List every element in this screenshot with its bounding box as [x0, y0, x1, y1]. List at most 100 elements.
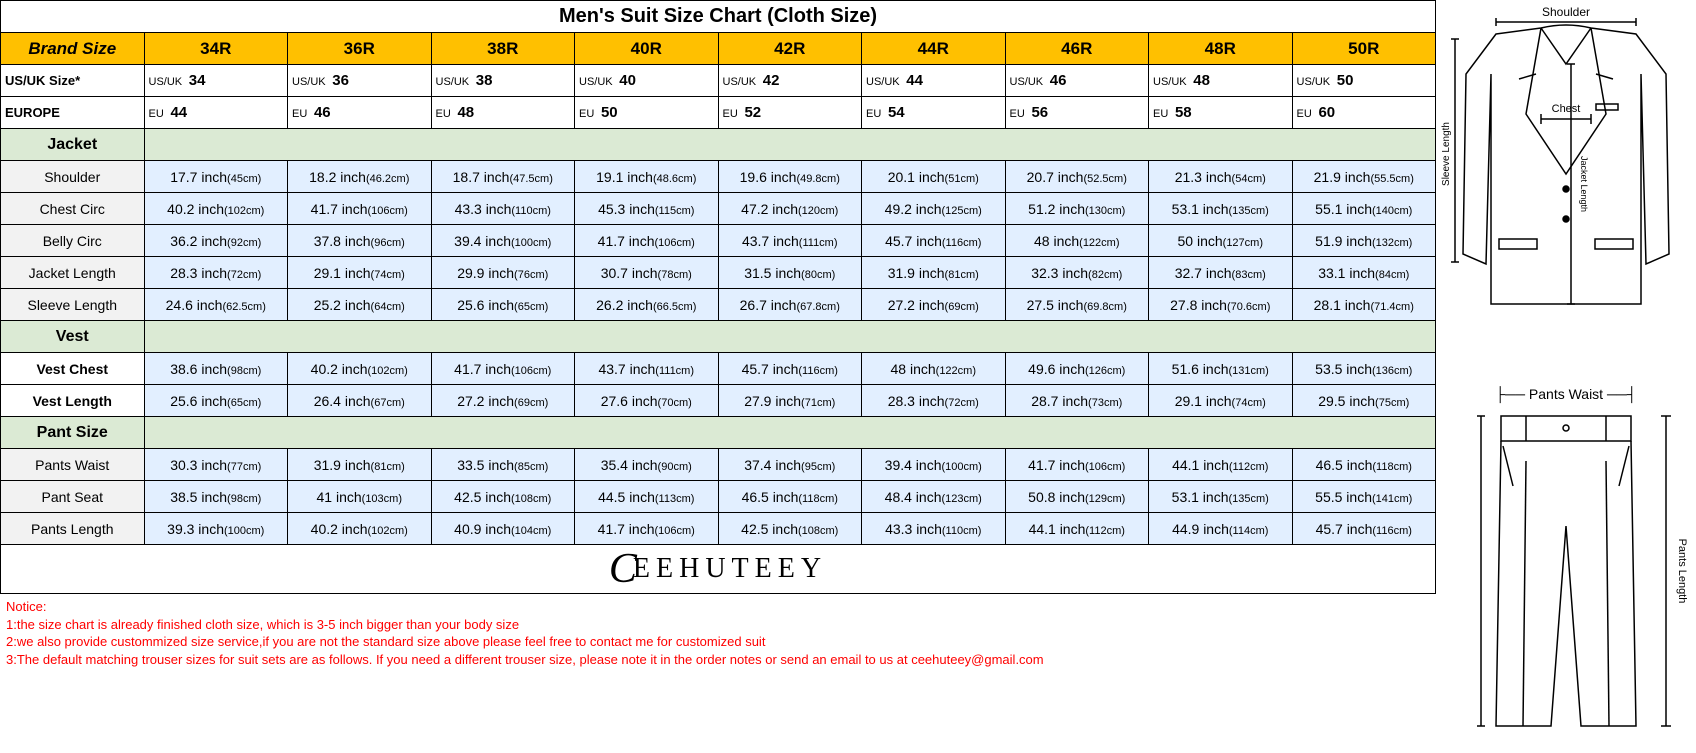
cell: US/UK 50	[1292, 65, 1436, 97]
cell: 38.6 inch(98cm)	[144, 353, 288, 385]
cell: 44R	[862, 33, 1006, 65]
row-label: Pants Length	[1, 513, 145, 545]
cell: 27.5 inch(69.8cm)	[1005, 289, 1149, 321]
measurement-row: Pant Seat38.5 inch(98cm)41 inch(103cm)42…	[1, 481, 1436, 513]
row-label: Shoulder	[1, 161, 145, 193]
cell: 44.5 inch(113cm)	[575, 481, 719, 513]
cell: 41.7 inch(106cm)	[575, 513, 719, 545]
cell: 27.2 inch(69cm)	[862, 289, 1006, 321]
measurement-row: Belly Circ36.2 inch(92cm)37.8 inch(96cm)…	[1, 225, 1436, 257]
cell: 29.5 inch(75cm)	[1292, 385, 1436, 417]
cell: 32.3 inch(82cm)	[1005, 257, 1149, 289]
cell: 48.4 inch(123cm)	[862, 481, 1006, 513]
cell: 45.7 inch(116cm)	[1292, 513, 1436, 545]
cell: 44.9 inch(114cm)	[1149, 513, 1293, 545]
cell: 53.5 inch(136cm)	[1292, 353, 1436, 385]
cell: 45.7 inch(116cm)	[718, 353, 862, 385]
cell: 48 inch(122cm)	[1005, 225, 1149, 257]
measurement-row: Pants Length39.3 inch(100cm)40.2 inch(10…	[1, 513, 1436, 545]
cell: 34R	[144, 33, 288, 65]
notice-line: 3:The default matching trouser sizes for…	[6, 651, 1430, 669]
cell: 50 inch(127cm)	[1149, 225, 1293, 257]
cell: 55.5 inch(141cm)	[1292, 481, 1436, 513]
cell: 29.1 inch(74cm)	[1149, 385, 1293, 417]
cell: 46R	[1005, 33, 1149, 65]
cell: 40.2 inch(102cm)	[288, 513, 432, 545]
notice-line: 1:the size chart is already finished clo…	[6, 616, 1430, 634]
cell: 27.6 inch(70cm)	[575, 385, 719, 417]
cell: 40.2 inch(102cm)	[144, 193, 288, 225]
cell: US/UK 38	[431, 65, 575, 97]
cell: 39.4 inch(100cm)	[862, 449, 1006, 481]
row-label: Belly Circ	[1, 225, 145, 257]
cell: 40R	[575, 33, 719, 65]
cell: EU 46	[288, 97, 432, 129]
cell: 41 inch(103cm)	[288, 481, 432, 513]
cell: EU 58	[1149, 97, 1293, 129]
cell: 27.9 inch(71cm)	[718, 385, 862, 417]
measurement-row: Pants Waist30.3 inch(77cm)31.9 inch(81cm…	[1, 449, 1436, 481]
cell: 41.7 inch(106cm)	[288, 193, 432, 225]
cell: 53.1 inch(135cm)	[1149, 481, 1293, 513]
cell: US/UK 44	[862, 65, 1006, 97]
svg-text:Sleeve Length: Sleeve Length	[1441, 122, 1452, 186]
cell: 40.2 inch(102cm)	[288, 353, 432, 385]
cell: 25.6 inch(65cm)	[144, 385, 288, 417]
cell: 25.6 inch(65cm)	[431, 289, 575, 321]
section-name: Jacket	[1, 129, 145, 161]
cell: US/UK 42	[718, 65, 862, 97]
cell: 26.7 inch(67.8cm)	[718, 289, 862, 321]
cell: 26.4 inch(67cm)	[288, 385, 432, 417]
measurement-row: Sleeve Length24.6 inch(62.5cm)25.2 inch(…	[1, 289, 1436, 321]
cell: EU 52	[718, 97, 862, 129]
notice-title: Notice:	[6, 598, 1430, 616]
cell: 28.1 inch(71.4cm)	[1292, 289, 1436, 321]
row-label: EUROPE	[1, 97, 145, 129]
cell: EU 50	[575, 97, 719, 129]
cell: 30.3 inch(77cm)	[144, 449, 288, 481]
cell: 29.9 inch(76cm)	[431, 257, 575, 289]
measurement-row: Shoulder17.7 inch(45cm)18.2 inch(46.2cm)…	[1, 161, 1436, 193]
cell: 29.1 inch(74cm)	[288, 257, 432, 289]
conversion-row: EUROPEEU 44EU 46EU 48EU 50EU 52EU 54EU 5…	[1, 97, 1436, 129]
measurement-row: Vest Length25.6 inch(65cm)26.4 inch(67cm…	[1, 385, 1436, 417]
cell: 25.2 inch(64cm)	[288, 289, 432, 321]
cell: 48R	[1149, 33, 1293, 65]
cell: 35.4 inch(90cm)	[575, 449, 719, 481]
cell: 36.2 inch(92cm)	[144, 225, 288, 257]
cell: 53.1 inch(135cm)	[1149, 193, 1293, 225]
cell: 43.7 inch(111cm)	[718, 225, 862, 257]
cell: 28.3 inch(72cm)	[144, 257, 288, 289]
cell: 49.2 inch(125cm)	[862, 193, 1006, 225]
section-name: Vest	[1, 321, 145, 353]
cell: 31.5 inch(80cm)	[718, 257, 862, 289]
cell: EU 54	[862, 97, 1006, 129]
diagram-panel: Shoulder Chest Jacket Length Sleeve Leng…	[1436, 0, 1696, 750]
conversion-row: US/UK Size*US/UK 34US/UK 36US/UK 38US/UK…	[1, 65, 1436, 97]
cell: 24.6 inch(62.5cm)	[144, 289, 288, 321]
row-label: Jacket Length	[1, 257, 145, 289]
cell: US/UK 36	[288, 65, 432, 97]
cell: 48 inch(122cm)	[862, 353, 1006, 385]
jacket-diagram: Shoulder Chest Jacket Length Sleeve Leng…	[1441, 4, 1691, 384]
cell: 30.7 inch(78cm)	[575, 257, 719, 289]
brand-logo: CEEHUTEEY	[1, 545, 1436, 594]
cell: 39.4 inch(100cm)	[431, 225, 575, 257]
cell: 18.7 inch(47.5cm)	[431, 161, 575, 193]
pants-waist-label: ├── Pants Waist ──┤	[1495, 386, 1636, 402]
cell: US/UK 46	[1005, 65, 1149, 97]
cell: 39.3 inch(100cm)	[144, 513, 288, 545]
cell: 19.1 inch(48.6cm)	[575, 161, 719, 193]
shoulder-label: Shoulder	[1542, 5, 1590, 19]
cell: 43.7 inch(111cm)	[575, 353, 719, 385]
cell: 33.5 inch(85cm)	[431, 449, 575, 481]
section-header: Pant Size	[1, 417, 1436, 449]
notice-block: Notice: 1:the size chart is already fini…	[0, 594, 1436, 670]
cell: US/UK 40	[575, 65, 719, 97]
row-label: Sleeve Length	[1, 289, 145, 321]
cell: 38R	[431, 33, 575, 65]
measurement-row: Chest Circ40.2 inch(102cm)41.7 inch(106c…	[1, 193, 1436, 225]
cell: EU 44	[144, 97, 288, 129]
svg-text:Jacket Length: Jacket Length	[1579, 156, 1589, 212]
cell: 36R	[288, 33, 432, 65]
